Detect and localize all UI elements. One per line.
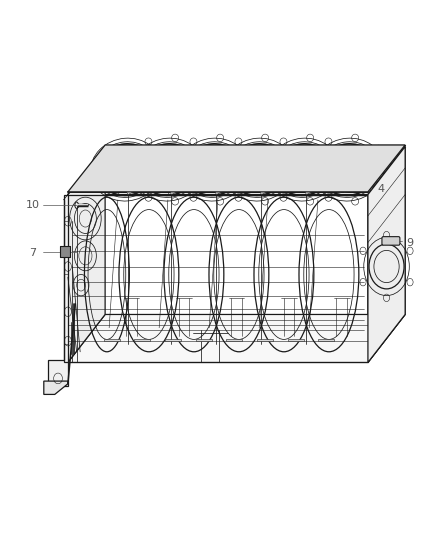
Bar bbox=[60, 246, 70, 257]
Text: 7: 7 bbox=[29, 248, 36, 258]
Polygon shape bbox=[301, 182, 331, 195]
Polygon shape bbox=[44, 381, 68, 394]
Bar bbox=[165, 339, 181, 341]
Bar bbox=[104, 339, 120, 341]
Polygon shape bbox=[68, 145, 405, 192]
Bar bbox=[134, 339, 150, 341]
Polygon shape bbox=[64, 195, 68, 362]
Bar bbox=[196, 339, 212, 341]
Polygon shape bbox=[122, 182, 152, 195]
Polygon shape bbox=[68, 314, 405, 362]
Text: 4: 4 bbox=[378, 184, 385, 194]
Polygon shape bbox=[368, 147, 405, 362]
Polygon shape bbox=[68, 195, 368, 362]
Polygon shape bbox=[48, 360, 68, 386]
Polygon shape bbox=[68, 147, 105, 362]
Polygon shape bbox=[68, 147, 405, 195]
FancyBboxPatch shape bbox=[382, 237, 400, 245]
Polygon shape bbox=[105, 147, 405, 157]
Polygon shape bbox=[368, 147, 405, 362]
Text: 10: 10 bbox=[26, 200, 40, 210]
Bar bbox=[257, 339, 273, 341]
Bar bbox=[318, 339, 334, 341]
Polygon shape bbox=[211, 182, 241, 195]
Text: 9: 9 bbox=[406, 238, 413, 247]
Text: 2: 2 bbox=[266, 144, 273, 154]
Bar bbox=[226, 339, 242, 341]
Bar bbox=[288, 339, 304, 341]
Polygon shape bbox=[256, 182, 286, 195]
Bar bbox=[60, 246, 70, 257]
Polygon shape bbox=[166, 182, 196, 195]
